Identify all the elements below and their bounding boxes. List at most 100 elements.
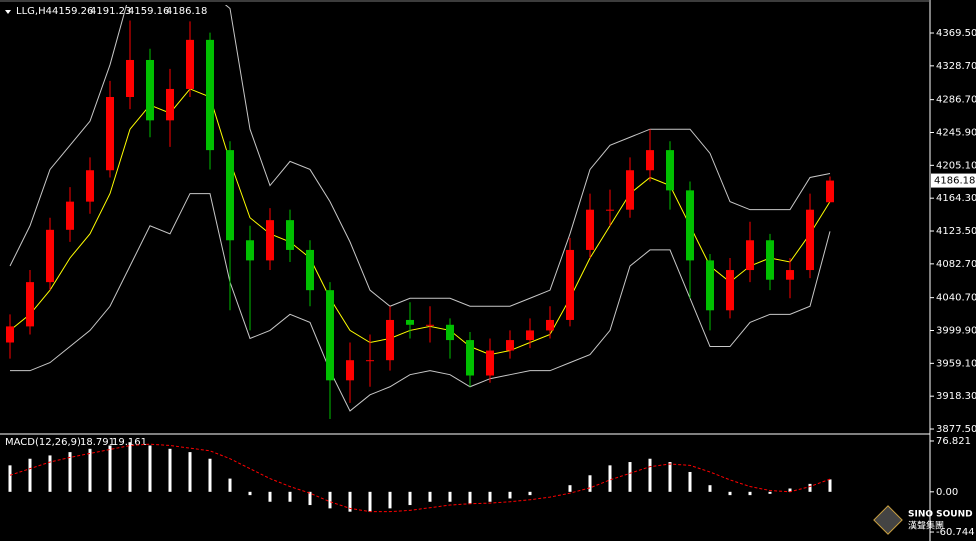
macd-value: 18.791 — [80, 437, 115, 448]
candle-body — [826, 180, 834, 203]
y-tick-label: 4286.70 — [936, 95, 976, 106]
candle-body — [46, 229, 54, 283]
macd-bar — [308, 491, 312, 506]
macd-bar — [728, 491, 732, 496]
macd-bar — [508, 491, 512, 499]
macd-bar — [168, 448, 172, 492]
candle-body — [646, 150, 654, 171]
candle-body — [786, 270, 794, 280]
macd-bar — [468, 491, 472, 504]
candle-body — [486, 350, 494, 376]
y-tick-label: 4369.50 — [936, 28, 976, 39]
logo: SINO SOUND 漢聲集團 — [873, 505, 973, 535]
y-tick-label: 3877.50 — [936, 424, 976, 435]
macd-bar — [388, 491, 392, 509]
candle-body — [626, 170, 634, 210]
ohlc: 4159.16 — [128, 6, 169, 17]
candle-body — [766, 240, 774, 280]
candle-body — [26, 282, 34, 327]
candle-body — [6, 326, 14, 343]
macd-bar — [828, 479, 832, 492]
macd-bar — [808, 483, 812, 492]
macd-bar — [688, 471, 692, 492]
macd-bar — [768, 491, 772, 494]
candle-body — [346, 360, 354, 381]
candle-body — [226, 150, 234, 241]
y-tick-label: 4245.90 — [936, 127, 976, 138]
y-tick-label: 0.00 — [936, 487, 958, 498]
candle-body — [126, 59, 134, 98]
macd-bar — [408, 491, 412, 506]
macd-bar — [48, 455, 52, 492]
candle-body — [666, 150, 674, 191]
candle-body — [146, 59, 154, 121]
candle-body — [366, 360, 374, 362]
candle-body — [706, 260, 714, 311]
candle-body — [586, 209, 594, 250]
candle-body — [206, 39, 214, 151]
y-tick-label: 4123.50 — [936, 226, 976, 237]
candle-body — [686, 190, 694, 261]
macd-bar — [188, 452, 192, 492]
candle-body — [466, 340, 474, 376]
ohlc: 4186.18 — [166, 6, 207, 17]
candle-body — [306, 249, 314, 291]
macd-bar — [488, 491, 492, 502]
macd-bar — [708, 485, 712, 492]
candle-body — [266, 220, 274, 261]
macd-bar — [88, 448, 92, 492]
macd-bar — [328, 491, 332, 509]
candle-body — [526, 330, 534, 341]
y-tick-label: -60.744 — [936, 527, 975, 538]
macd-bar — [648, 458, 652, 492]
candle-body — [406, 319, 414, 325]
macd-bar — [68, 452, 72, 492]
signal-line — [9, 443, 831, 513]
candle-body — [506, 340, 514, 351]
macd-bar — [448, 491, 452, 502]
macd-bar — [288, 491, 292, 502]
candle-body — [566, 249, 574, 320]
macd-bar — [608, 465, 612, 492]
macd-bar — [788, 488, 792, 492]
candle-body — [86, 170, 94, 202]
indicator-line — [10, 193, 831, 412]
y-tick-label: 4040.70 — [936, 293, 976, 304]
candle-body — [546, 319, 554, 331]
price-label: 4186.18 — [934, 176, 975, 187]
macd-bar — [748, 491, 752, 496]
candle-body — [246, 240, 254, 261]
candle-body — [386, 319, 394, 361]
menu-arrow — [5, 10, 11, 14]
y-tick-label: 4082.70 — [936, 259, 976, 270]
y-tick-label: 3918.30 — [936, 391, 976, 402]
macd-bar — [628, 462, 632, 492]
indicator-line — [9, 5, 831, 307]
candle-body — [806, 209, 814, 271]
macd-bar — [428, 491, 432, 502]
y-tick-label: 4328.70 — [936, 61, 976, 72]
macd-bar — [148, 445, 152, 492]
logo-name: SINO SOUND — [908, 510, 973, 520]
ohlc: 4191.23 — [90, 6, 131, 17]
candle-body — [746, 240, 754, 271]
macd-bar — [28, 458, 32, 492]
price-box — [931, 173, 976, 188]
macd-bar — [568, 485, 572, 492]
macd-bar — [228, 478, 232, 492]
macd-bar — [668, 462, 672, 492]
macd-title: MACD(12,26,9) — [5, 437, 81, 448]
y-tick-label: 4164.30 — [936, 193, 976, 204]
y-tick-label: 4205.10 — [936, 160, 976, 171]
macd-bar — [108, 445, 112, 492]
candle-body — [606, 209, 614, 211]
candle-body — [426, 324, 434, 326]
y-tick-label: 76.821 — [936, 436, 971, 447]
y-tick-label: 3999.90 — [936, 326, 976, 337]
logo-subtitle: 漢聲集團 — [908, 520, 944, 532]
symbol: LLG,H4 — [16, 6, 52, 17]
candle-body — [66, 201, 74, 230]
price-plot — [6, 5, 834, 419]
macd-bar — [248, 491, 252, 496]
